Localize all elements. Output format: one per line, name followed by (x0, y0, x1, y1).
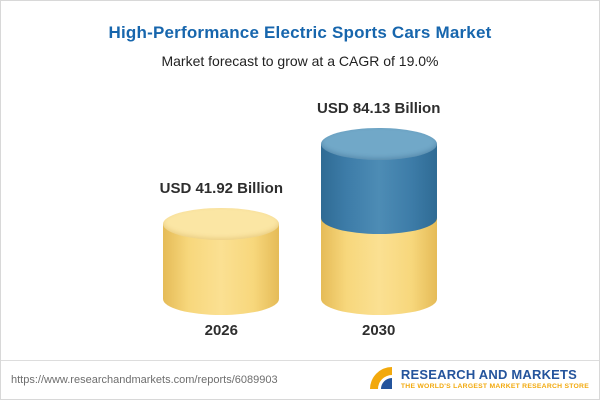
logo-tagline: THE WORLD'S LARGEST MARKET RESEARCH STOR… (400, 383, 589, 391)
cylinder-bar-2026 (163, 208, 280, 315)
bar-chart: USD 41.92 Billion 2026 USD 84.13 Billion… (1, 100, 599, 339)
logo-mark-icon (368, 365, 394, 396)
research-and-markets-logo: RESEARCH AND MARKETS THE WORLD'S LARGEST… (368, 365, 589, 396)
bar-2030-base-segment (320, 218, 437, 315)
source-url: https://www.researchandmarkets.com/repor… (11, 374, 278, 386)
category-label-2026: 2026 (204, 322, 238, 339)
bar-2030-top-ellipse (320, 128, 437, 160)
value-label-2026: USD 41.92 Billion (159, 180, 283, 197)
bar-group-2030: USD 84.13 Billion 2030 (317, 100, 440, 339)
footer-divider (1, 360, 599, 361)
chart-subtitle: Market forecast to grow at a CAGR of 19.… (161, 53, 439, 69)
logo-text: RESEARCH AND MARKETS THE WORLD'S LARGEST… (400, 367, 589, 392)
category-label-2030: 2030 (362, 322, 396, 339)
cylinder-bar-2030 (320, 128, 437, 315)
bar-2026-top-ellipse (163, 208, 280, 240)
value-label-2030: USD 84.13 Billion (317, 100, 441, 117)
bar-group-2026: USD 41.92 Billion 2026 (160, 180, 283, 339)
chart-title: High-Performance Electric Sports Cars Ma… (108, 23, 492, 42)
logo-title: RESEARCH AND MARKETS (400, 367, 578, 383)
footer: https://www.researchandmarkets.com/repor… (1, 361, 599, 399)
